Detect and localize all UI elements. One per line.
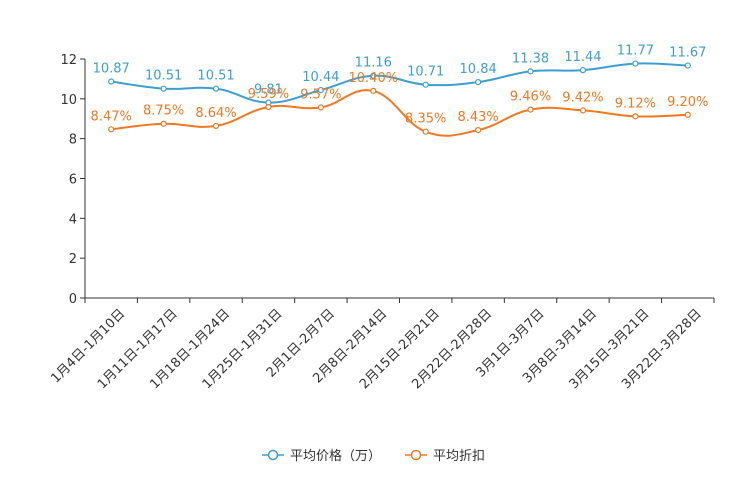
legend[interactable]: 平均价格（万） 平均折扣 [262,448,485,464]
data-point [317,86,324,94]
data-label: 8.64% [195,106,236,121]
axes [84,59,714,299]
data-point [475,79,482,86]
x-axis: 1月4日-1月10日1月11日-1月17日1月18日-1月24日1月25日-1月… [48,298,715,392]
data-label: 11.77 [617,44,654,59]
legend-label: 平均折扣 [433,449,485,464]
data-point [212,85,220,92]
data-point [684,62,691,69]
data-point [265,103,272,111]
data-label: 10.87 [93,62,130,77]
legend-marker-icon [410,449,422,461]
data-label: 10.40% [349,71,399,86]
data-point [579,67,587,74]
legend-marker-icon [267,449,279,461]
y-tick-label: 0 [69,292,77,307]
data-point [370,72,377,79]
data-label: 10.44 [302,70,339,85]
data-point [212,122,220,130]
data-label: 10.51 [145,69,182,84]
data-point [160,120,167,127]
data-label: 9.46% [510,90,551,105]
data-point [422,128,429,135]
data-label: 9.20% [667,95,708,110]
y-tick-label: 6 [69,173,77,188]
legend-item-1[interactable]: 平均折扣 [405,449,485,464]
y-tick-label: 8 [69,133,77,148]
legend-label: 平均价格（万） [290,448,381,464]
data-point [632,113,639,120]
series-line [111,89,688,137]
data-label: 8.43% [457,110,498,125]
data-point [108,78,115,85]
data-point [370,87,377,94]
data-label: 8.75% [143,104,184,119]
data-label: 9.42% [562,90,603,105]
series-layer: 10.87 10.51 10.51 9.81 10.44 11.16 10.71 10.84 1… [91,44,708,137]
y-tick-label: 12 [60,53,77,68]
y-tick-label: 4 [69,212,77,227]
data-label: 9.59% [248,87,289,102]
data-point [160,85,167,92]
data-label: 8.47% [91,109,132,124]
data-point [527,106,534,113]
data-point [317,104,324,111]
y-tick-label: 10 [60,93,77,108]
data-label: 10.84 [460,62,497,77]
legend-item-0[interactable]: 平均价格（万） [262,448,381,464]
data-label: 10.71 [407,65,444,80]
data-point [632,60,639,67]
data-label: 11.67 [669,46,706,61]
data-point [422,81,429,88]
data-label: 8.35% [405,112,446,127]
data-point [527,68,534,75]
data-label: 11.16 [355,56,392,71]
data-label: 11.38 [512,51,549,66]
series-0: 10.87 10.51 10.51 9.81 10.44 11.16 10.71 10.84 1… [93,44,706,106]
data-point [579,107,587,114]
y-tick-label: 2 [69,252,77,267]
y-axis: 0 2 4 6 8 10 12 [60,53,85,307]
data-label: 11.44 [564,50,601,65]
data-label: 9.12% [615,96,656,111]
data-point [684,111,691,118]
data-label: 10.51 [197,69,234,84]
data-label: 9.57% [300,87,341,102]
data-label: 9.81 [254,83,283,98]
data-point [475,127,482,134]
series-line [111,62,688,104]
data-point [108,126,115,133]
series-1: 8.47% 8.75% 8.64% 9.59% 9.57% 10.40% 8.35% 8.43… [91,71,708,137]
